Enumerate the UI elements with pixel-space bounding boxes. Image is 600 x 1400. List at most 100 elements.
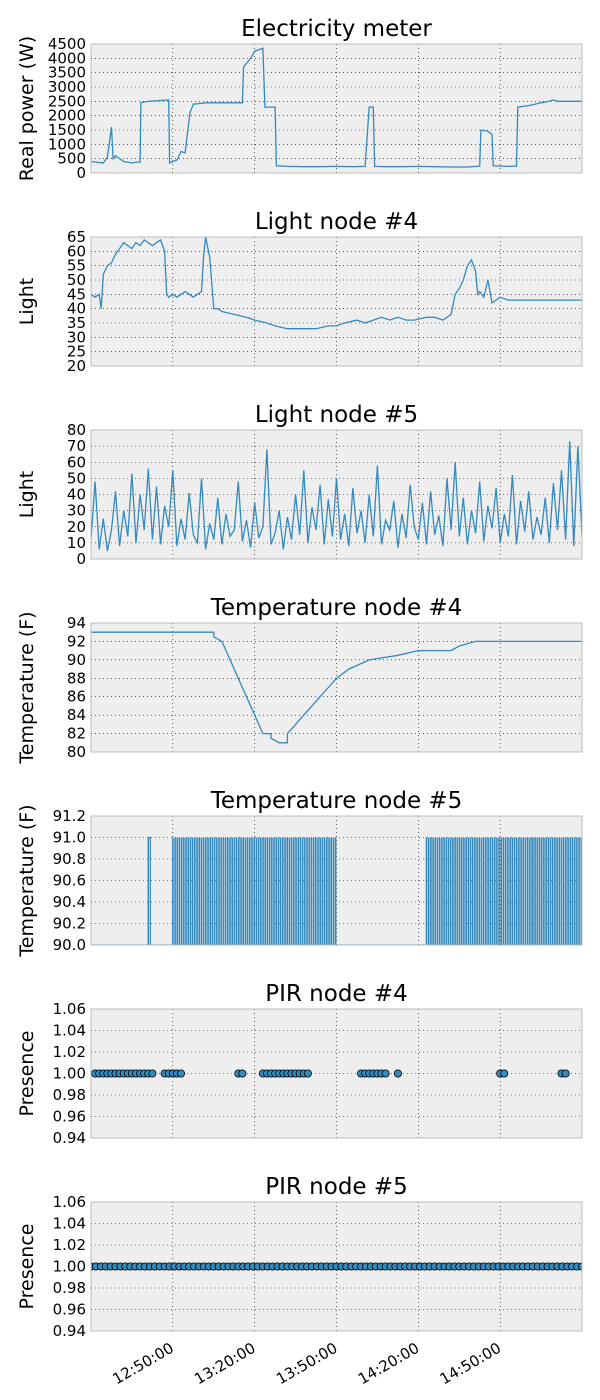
y-tick-label: 35 (67, 314, 86, 332)
y-tick-label: 4500 (48, 35, 86, 53)
y-tick-label: 86 (67, 688, 86, 706)
grid-lines (91, 43, 582, 174)
x-axis-tick-labels: 12:50:00 13:20:00 13:50:00 14:20:00 14:50:00 (109, 1339, 504, 1388)
y-tick-label: 45 (67, 285, 86, 303)
scatter-point (500, 1069, 509, 1078)
y-tick-label: 60 (67, 242, 86, 260)
scatter-point (381, 1069, 390, 1078)
grid-lines (91, 429, 582, 560)
y-tick-label: 1.04 (53, 1215, 86, 1233)
y-tick-label: 90 (67, 651, 86, 669)
y-tick-label: 88 (67, 669, 86, 687)
y-tick-label: 70 (67, 437, 86, 455)
y-tick-label: 91.0 (53, 829, 86, 847)
y-tick-label: 4000 (48, 49, 86, 67)
y-axis-label: Presence (16, 1031, 38, 1117)
axes-frame (90, 815, 583, 946)
axes-frame (90, 1008, 583, 1139)
series-line (91, 631, 582, 744)
toggle-band (425, 837, 533, 945)
chart-title: PIR node #4 (265, 981, 408, 1007)
series-group (91, 836, 582, 945)
y-tick-label: 1.02 (53, 1043, 86, 1061)
toggle-band (172, 837, 337, 945)
series-line (91, 441, 582, 552)
x-tick-label: 13:50:00 (273, 1339, 340, 1388)
y-tick-label: 0.98 (53, 1086, 86, 1104)
y-tick-label: 2500 (48, 92, 86, 110)
y-tick-label: 65 (67, 228, 86, 246)
y-axis-label: Temperature (F) (16, 804, 38, 957)
chart-title: Temperature node #4 (210, 595, 463, 621)
toggle-band (532, 837, 582, 945)
y-tick-label: 50 (67, 469, 86, 487)
series-group (91, 1262, 582, 1271)
panel-pir5: 0.94 0.96 0.98 1.00 1.02 1.04 1.06 PIR node #5 P… (16, 1174, 583, 1340)
y-tick-label: 3000 (48, 78, 86, 96)
y-tick-label: 2000 (48, 107, 86, 125)
grid-lines (91, 622, 582, 753)
y-tick-label: 0 (76, 550, 86, 568)
series-group (91, 1069, 570, 1078)
y-axis-label: Light (16, 278, 38, 325)
scatter-point (578, 1262, 582, 1271)
scatter-point (238, 1069, 247, 1078)
y-tick-label: 92 (67, 632, 86, 650)
series-line (91, 836, 582, 945)
axes-frame (90, 429, 583, 560)
scatter-point (148, 1069, 157, 1078)
scatter-point (177, 1069, 186, 1078)
x-tick-label: 14:50:00 (437, 1339, 504, 1388)
chart-title: Light node #4 (255, 209, 418, 235)
series-group (91, 441, 582, 552)
y-axis-label: Real power (W) (16, 36, 38, 181)
chart-title: Electricity meter (241, 16, 432, 42)
x-tick-label: 12:50:00 (109, 1339, 176, 1388)
y-tick-label: 55 (67, 257, 86, 275)
y-tick-label: 0.94 (53, 1322, 86, 1340)
y-tick-label: 80 (67, 421, 86, 439)
axes-frame (90, 43, 583, 174)
y-axis-label: Light (16, 471, 38, 518)
y-tick-label: 40 (67, 486, 86, 504)
y-tick-label: 1.06 (53, 1193, 86, 1211)
y-tick-label: 1.04 (53, 1022, 86, 1040)
y-tick-label: 84 (67, 706, 86, 724)
chart-title: Temperature node #5 (210, 788, 463, 814)
y-tick-label: 1.06 (53, 1000, 86, 1018)
y-tick-label: 20 (67, 518, 86, 536)
x-tick-label: 14:20:00 (355, 1339, 422, 1388)
y-tick-label: 90.8 (53, 850, 86, 868)
y-tick-label: 30 (67, 502, 86, 520)
y-tick-label: 500 (57, 150, 86, 168)
series-line (91, 237, 582, 330)
panels: 050010001500200025003000350040004500Elec… (16, 16, 583, 1340)
scatter-point (561, 1069, 570, 1078)
y-tick-label: 25 (67, 343, 86, 361)
series-group (91, 237, 582, 330)
panel-temp5: 90.0 90.2 90.4 90.6 90.8 91.0 91.2 Temperature … (16, 788, 583, 958)
y-tick-label: 0.94 (53, 1129, 86, 1147)
y-tick-label: 1.02 (53, 1236, 86, 1254)
chart-title: Light node #5 (255, 402, 418, 428)
scatter-point (393, 1069, 402, 1078)
y-tick-label: 60 (67, 453, 86, 471)
series-group (91, 631, 582, 744)
y-tick-label: 20 (67, 357, 86, 375)
y-tick-label: 1.00 (53, 1065, 86, 1083)
y-tick-label: 50 (67, 271, 86, 289)
scatter-point (303, 1069, 312, 1078)
y-tick-label: 90.0 (53, 936, 86, 954)
y-tick-label: 80 (67, 743, 86, 761)
y-tick-label: 82 (67, 725, 86, 743)
y-tick-label: 1000 (48, 135, 86, 153)
series-line (91, 47, 582, 168)
y-tick-label: 1.00 (53, 1258, 86, 1276)
y-tick-label: 94 (67, 614, 86, 632)
y-tick-label: 3500 (48, 64, 86, 82)
y-tick-label: 10 (67, 534, 86, 552)
